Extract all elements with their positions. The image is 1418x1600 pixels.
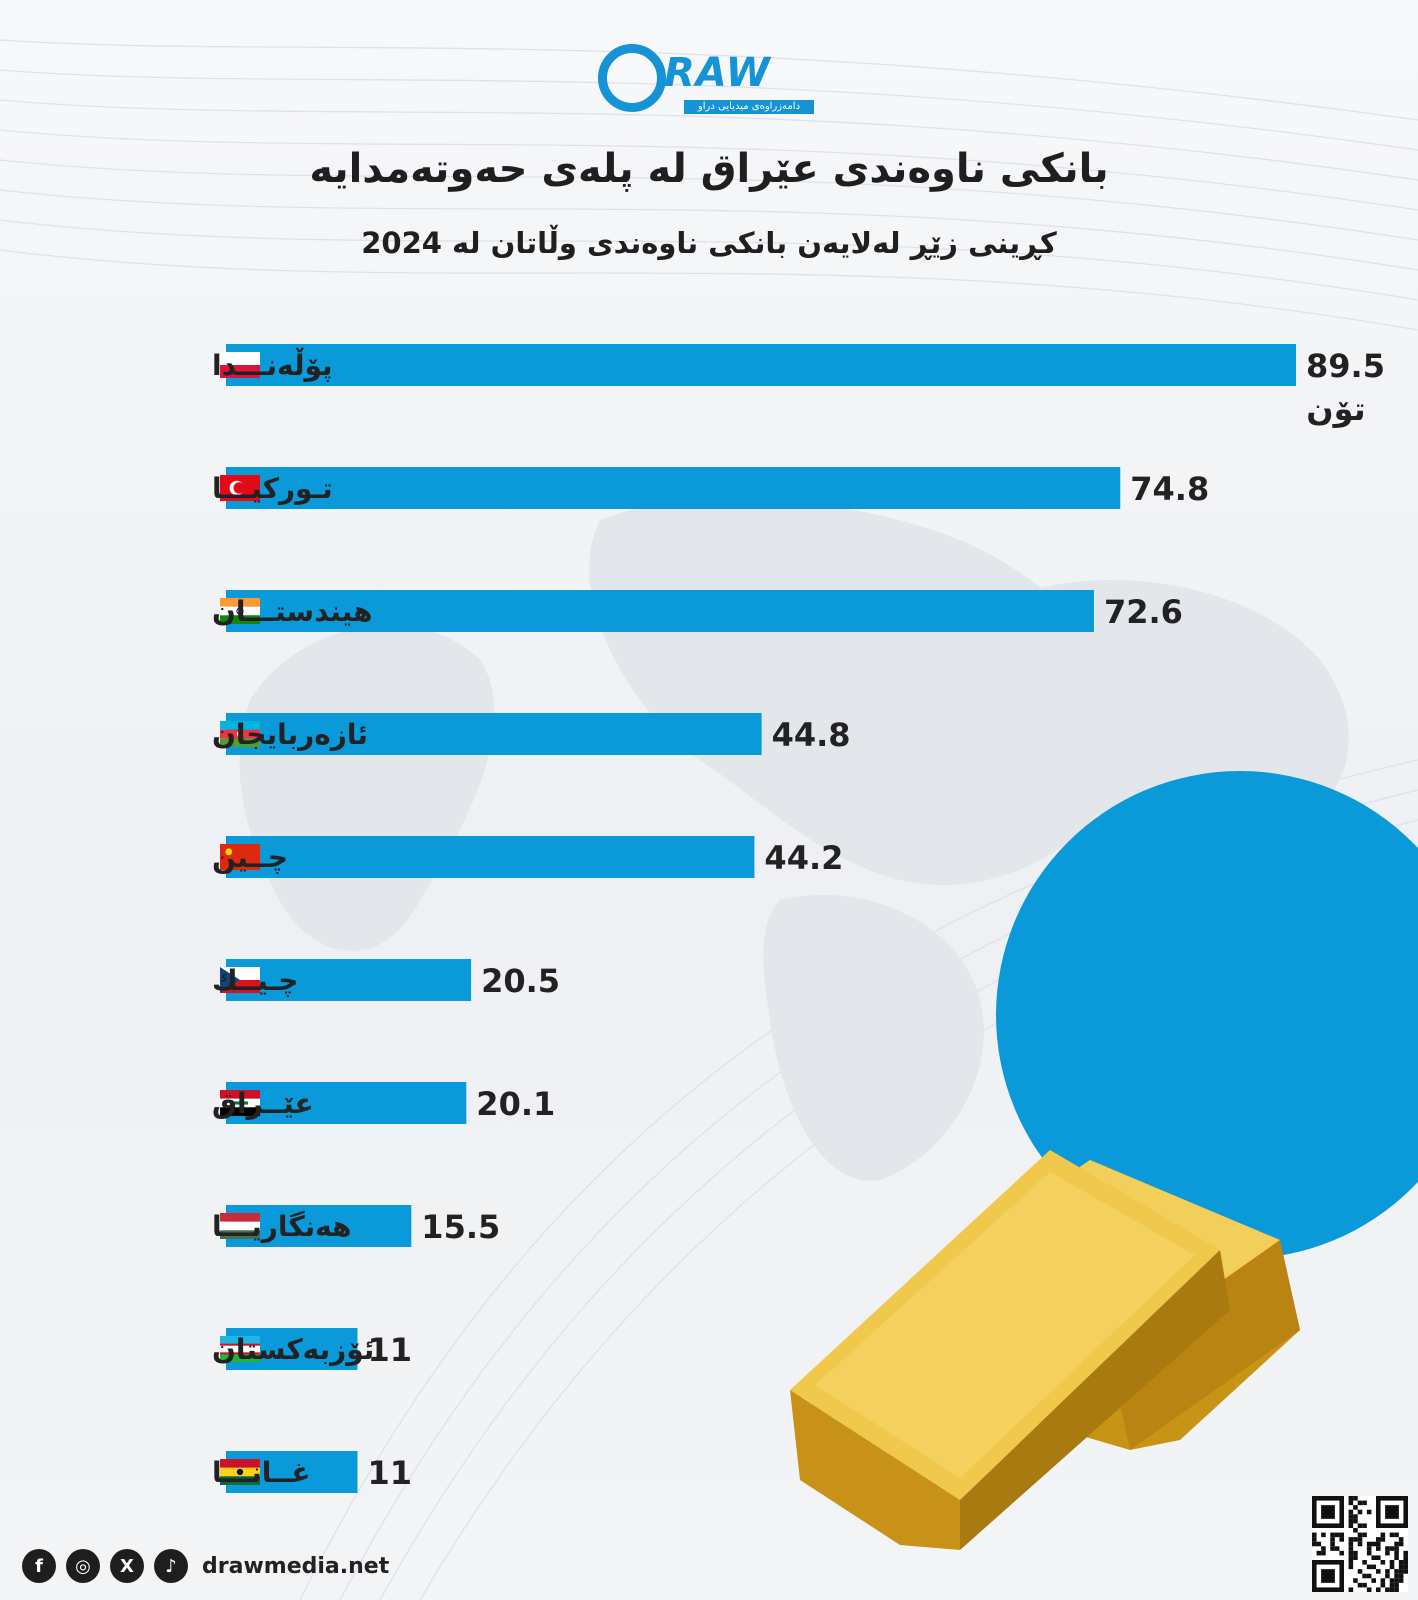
bar-chart: پۆڵەنـــدا 89.5 تۆن تـوركيـــا 74.8 هیندستـــ… [212,344,1385,1493]
draw-logo: RAW دامەزراوەی میدیایی دراو [598,44,820,122]
decorative-circle [996,771,1418,1259]
flag-iraq-icon [220,1090,260,1116]
value-label: 44.2 [764,839,843,877]
flag-india-icon [220,598,260,624]
category-label: ئۆزبەکستان [212,1333,374,1366]
chart-title: بانکی ناوەندی عێراق لە پلەی حەوتەمدایە [309,146,1109,192]
value-label: 89.5 [1306,347,1385,385]
flag-hungary-icon [220,1213,260,1239]
value-label: 74.8 [1130,470,1209,508]
bar-azerbaijan [226,713,762,755]
bar-iraq [226,1082,467,1124]
flag-czech-icon [220,967,260,993]
qr-code [1312,1496,1408,1592]
category-label: چـيــك [212,964,298,997]
flag-china-icon [220,844,260,870]
flag-turkey-icon [220,475,260,501]
value-label: 15.5 [421,1208,500,1246]
value-label: 20.5 [481,962,560,1000]
value-label: 20.1 [476,1085,555,1123]
value-label: 11 [368,1454,413,1492]
flag-azerbaijan-icon [220,721,260,747]
website-link[interactable]: drawmedia.net [202,1553,390,1579]
bar-czech [226,959,472,1001]
flag-uzbekistan-icon [220,1336,260,1362]
value-label: 11 [368,1331,413,1369]
flag-poland-icon [220,352,260,378]
category-label: ئازەربایجان [212,718,368,751]
value-label: 44.8 [772,716,851,754]
category-label: عێــراق [212,1087,314,1120]
category-label: چــین [212,841,288,874]
bar-india [226,590,1094,632]
facebook-icon[interactable]: f [22,1549,56,1583]
tiktok-icon[interactable]: ♪ [154,1549,188,1583]
value-label: 72.6 [1104,593,1183,631]
logo-ring-icon [598,44,666,112]
bar-poland [226,344,1296,386]
logo-tagline: دامەزراوەی میدیایی دراو [684,100,814,114]
footer: f ◎ X ♪ drawmedia.net [22,1548,389,1584]
gold-bars-image [790,1150,1300,1550]
category-label: پۆڵەنـــدا [212,348,333,382]
x-icon[interactable]: X [110,1549,144,1583]
category-label: غــانـــا [212,1456,311,1489]
category-label: تـوركيـــا [212,472,333,505]
chart-subtitle: کڕینی زێڕ لەلایەن بانکی ناوەندی وڵاتان ل… [361,226,1057,260]
category-label: هەنگاریـــا [212,1210,352,1243]
flag-ghana-icon [220,1459,260,1485]
instagram-icon[interactable]: ◎ [66,1549,100,1583]
logo-wordmark: RAW [664,50,771,96]
unit-label: تۆن [1306,390,1365,428]
bar-china [226,836,755,878]
category-label: هیندستـــان [212,595,373,628]
bar-turkey [226,467,1121,509]
